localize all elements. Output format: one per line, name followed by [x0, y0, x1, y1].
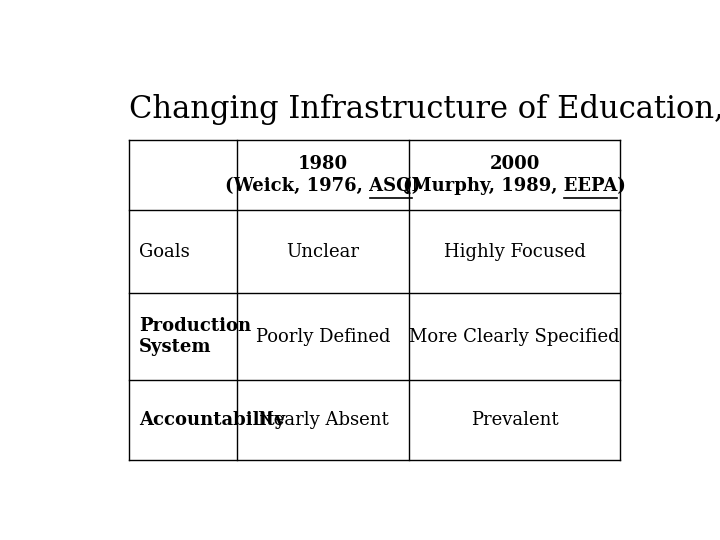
Text: Production
System: Production System — [139, 317, 251, 356]
Text: (Murphy, 1989, EEPA): (Murphy, 1989, EEPA) — [403, 177, 626, 195]
Text: Accountability: Accountability — [139, 411, 285, 429]
Text: Changing Infrastructure of Education, 1980-2000: Changing Infrastructure of Education, 19… — [129, 94, 720, 125]
Text: (Weick, 1976, ASQ): (Weick, 1976, ASQ) — [225, 177, 420, 195]
Text: Prevalent: Prevalent — [471, 411, 558, 429]
Text: 2000: 2000 — [490, 155, 540, 173]
Text: Nearly Absent: Nearly Absent — [258, 411, 388, 429]
Text: 1980: 1980 — [298, 155, 348, 173]
Text: Highly Focused: Highly Focused — [444, 242, 585, 261]
Text: Poorly Defined: Poorly Defined — [256, 328, 390, 346]
Text: More Clearly Specified: More Clearly Specified — [409, 328, 620, 346]
Text: Goals: Goals — [139, 242, 190, 261]
Text: Unclear: Unclear — [287, 242, 359, 261]
